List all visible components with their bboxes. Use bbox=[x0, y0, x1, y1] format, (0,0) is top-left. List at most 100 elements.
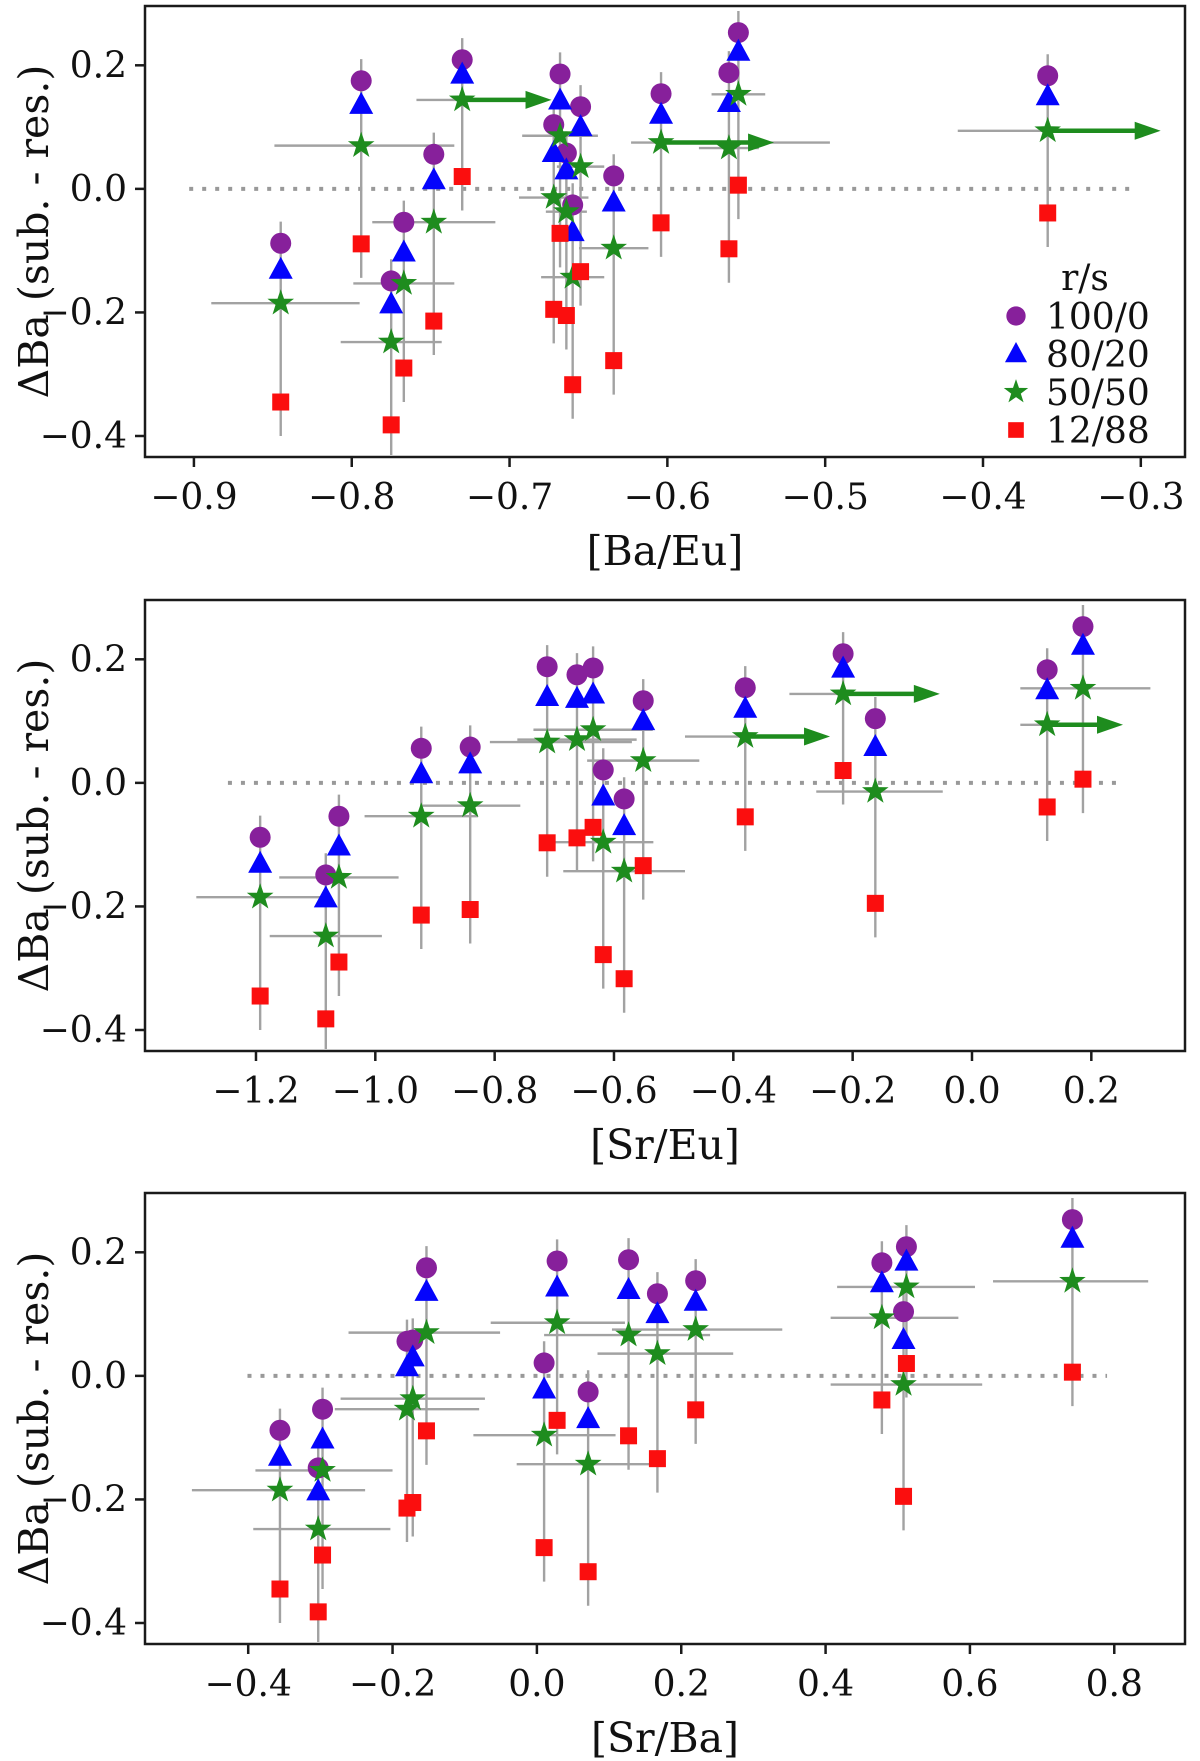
marker-triangle bbox=[450, 61, 475, 84]
marker-triangle bbox=[591, 783, 616, 806]
y-tick-label: 0.2 bbox=[70, 1232, 127, 1273]
marker-triangle bbox=[421, 167, 446, 190]
marker-square bbox=[272, 393, 290, 411]
marker-circle bbox=[734, 677, 756, 699]
y-tick-label: 0.0 bbox=[70, 763, 127, 804]
legend-item-label: 100/0 bbox=[1046, 297, 1150, 338]
legend-item-label: 12/88 bbox=[1046, 411, 1150, 452]
marker-square bbox=[251, 987, 269, 1005]
marker-triangle bbox=[1004, 342, 1028, 363]
marker-square bbox=[897, 1355, 915, 1373]
limit-arrow-head bbox=[804, 727, 831, 746]
marker-triangle bbox=[414, 1278, 439, 1301]
axes-spines bbox=[143, 1191, 1187, 1646]
marker-triangle bbox=[576, 1406, 601, 1429]
marker-square bbox=[317, 1010, 335, 1028]
marker-circle bbox=[566, 664, 588, 686]
marker-star bbox=[1069, 674, 1097, 700]
marker-square bbox=[551, 224, 569, 242]
marker-triangle bbox=[631, 708, 656, 731]
marker-triangle bbox=[248, 850, 273, 873]
marker-star bbox=[325, 863, 353, 889]
marker-star bbox=[725, 80, 752, 106]
y-tick-label: 0.2 bbox=[70, 639, 127, 680]
marker-triangle bbox=[645, 1301, 670, 1324]
marker-circle bbox=[549, 63, 571, 85]
marker-circle bbox=[832, 643, 854, 665]
marker-star bbox=[615, 1321, 642, 1347]
limit-arrow-head bbox=[1097, 715, 1124, 734]
marker-circle bbox=[350, 70, 372, 92]
marker-triangle bbox=[409, 761, 434, 784]
marker-triangle bbox=[894, 1248, 919, 1271]
marker-star bbox=[533, 728, 561, 754]
marker-circle bbox=[315, 864, 337, 886]
marker-square bbox=[834, 762, 852, 780]
marker-star bbox=[610, 857, 638, 883]
marker-star bbox=[868, 1303, 896, 1330]
marker-star bbox=[267, 289, 294, 315]
marker-square bbox=[425, 312, 443, 330]
marker-square bbox=[579, 1563, 597, 1581]
marker-star bbox=[399, 1384, 427, 1411]
marker-square bbox=[873, 1391, 891, 1409]
marker-square bbox=[535, 1539, 553, 1557]
x-tick-label: −0.6 bbox=[624, 477, 711, 518]
marker-circle bbox=[451, 49, 473, 71]
marker-square bbox=[538, 834, 556, 852]
marker-circle bbox=[1061, 1209, 1083, 1231]
marker-circle bbox=[685, 1270, 707, 1292]
marker-circle bbox=[650, 83, 672, 105]
x-tick-label: −0.9 bbox=[150, 477, 237, 518]
marker-circle bbox=[328, 805, 350, 827]
y-tick-label: −0.4 bbox=[40, 1603, 127, 1644]
marker-square bbox=[404, 1494, 422, 1512]
marker-circle bbox=[632, 690, 654, 712]
marker-square bbox=[605, 352, 623, 370]
marker-star bbox=[579, 715, 607, 742]
marker-circle bbox=[864, 708, 886, 730]
marker-star bbox=[574, 1450, 602, 1476]
marker-square bbox=[352, 235, 370, 253]
marker-star bbox=[890, 1370, 917, 1396]
marker-star bbox=[715, 134, 743, 160]
marker-triangle bbox=[391, 239, 416, 262]
marker-triangle bbox=[831, 655, 856, 678]
marker-circle bbox=[871, 1252, 893, 1274]
marker-star bbox=[540, 183, 568, 209]
marker-triangle bbox=[1070, 632, 1095, 655]
marker-circle bbox=[1037, 65, 1059, 87]
limit-arrow-head bbox=[1134, 121, 1161, 140]
x-tick-label: −0.8 bbox=[308, 477, 395, 518]
axes-spines bbox=[143, 4, 1187, 459]
marker-circle bbox=[592, 759, 614, 781]
marker-circle bbox=[895, 1236, 917, 1258]
marker-triangle bbox=[349, 91, 374, 114]
marker-square bbox=[382, 416, 400, 434]
marker-square bbox=[330, 953, 348, 971]
marker-triangle bbox=[541, 140, 566, 163]
x-tick-label: 0.2 bbox=[1063, 1071, 1120, 1112]
panel-2: −1.2 −1.0 −0.8 −0.6 −0.4 −0.2 0.0 0.2 0.2 0.0 −0.2… bbox=[10, 598, 1187, 1169]
marker-square bbox=[729, 176, 747, 194]
marker-star bbox=[456, 791, 484, 818]
y-tick-label: −0.2 bbox=[40, 1479, 127, 1520]
marker-star bbox=[644, 1339, 671, 1365]
marker-triangle bbox=[535, 683, 560, 706]
marker-square bbox=[866, 894, 884, 912]
marker-star bbox=[390, 269, 418, 295]
marker-square bbox=[572, 263, 590, 281]
marker-star bbox=[1059, 1267, 1086, 1293]
marker-square bbox=[615, 970, 633, 988]
legend-item-label: 80/20 bbox=[1046, 335, 1150, 376]
x-tick-label: −0.2 bbox=[349, 1664, 436, 1705]
marker-circle bbox=[459, 736, 481, 758]
marker-triangle bbox=[306, 1478, 331, 1501]
marker-square bbox=[568, 829, 586, 847]
marker-triangle bbox=[548, 87, 573, 110]
marker-star bbox=[246, 883, 274, 909]
marker-circle bbox=[546, 1250, 568, 1272]
marker-star bbox=[413, 1318, 440, 1344]
